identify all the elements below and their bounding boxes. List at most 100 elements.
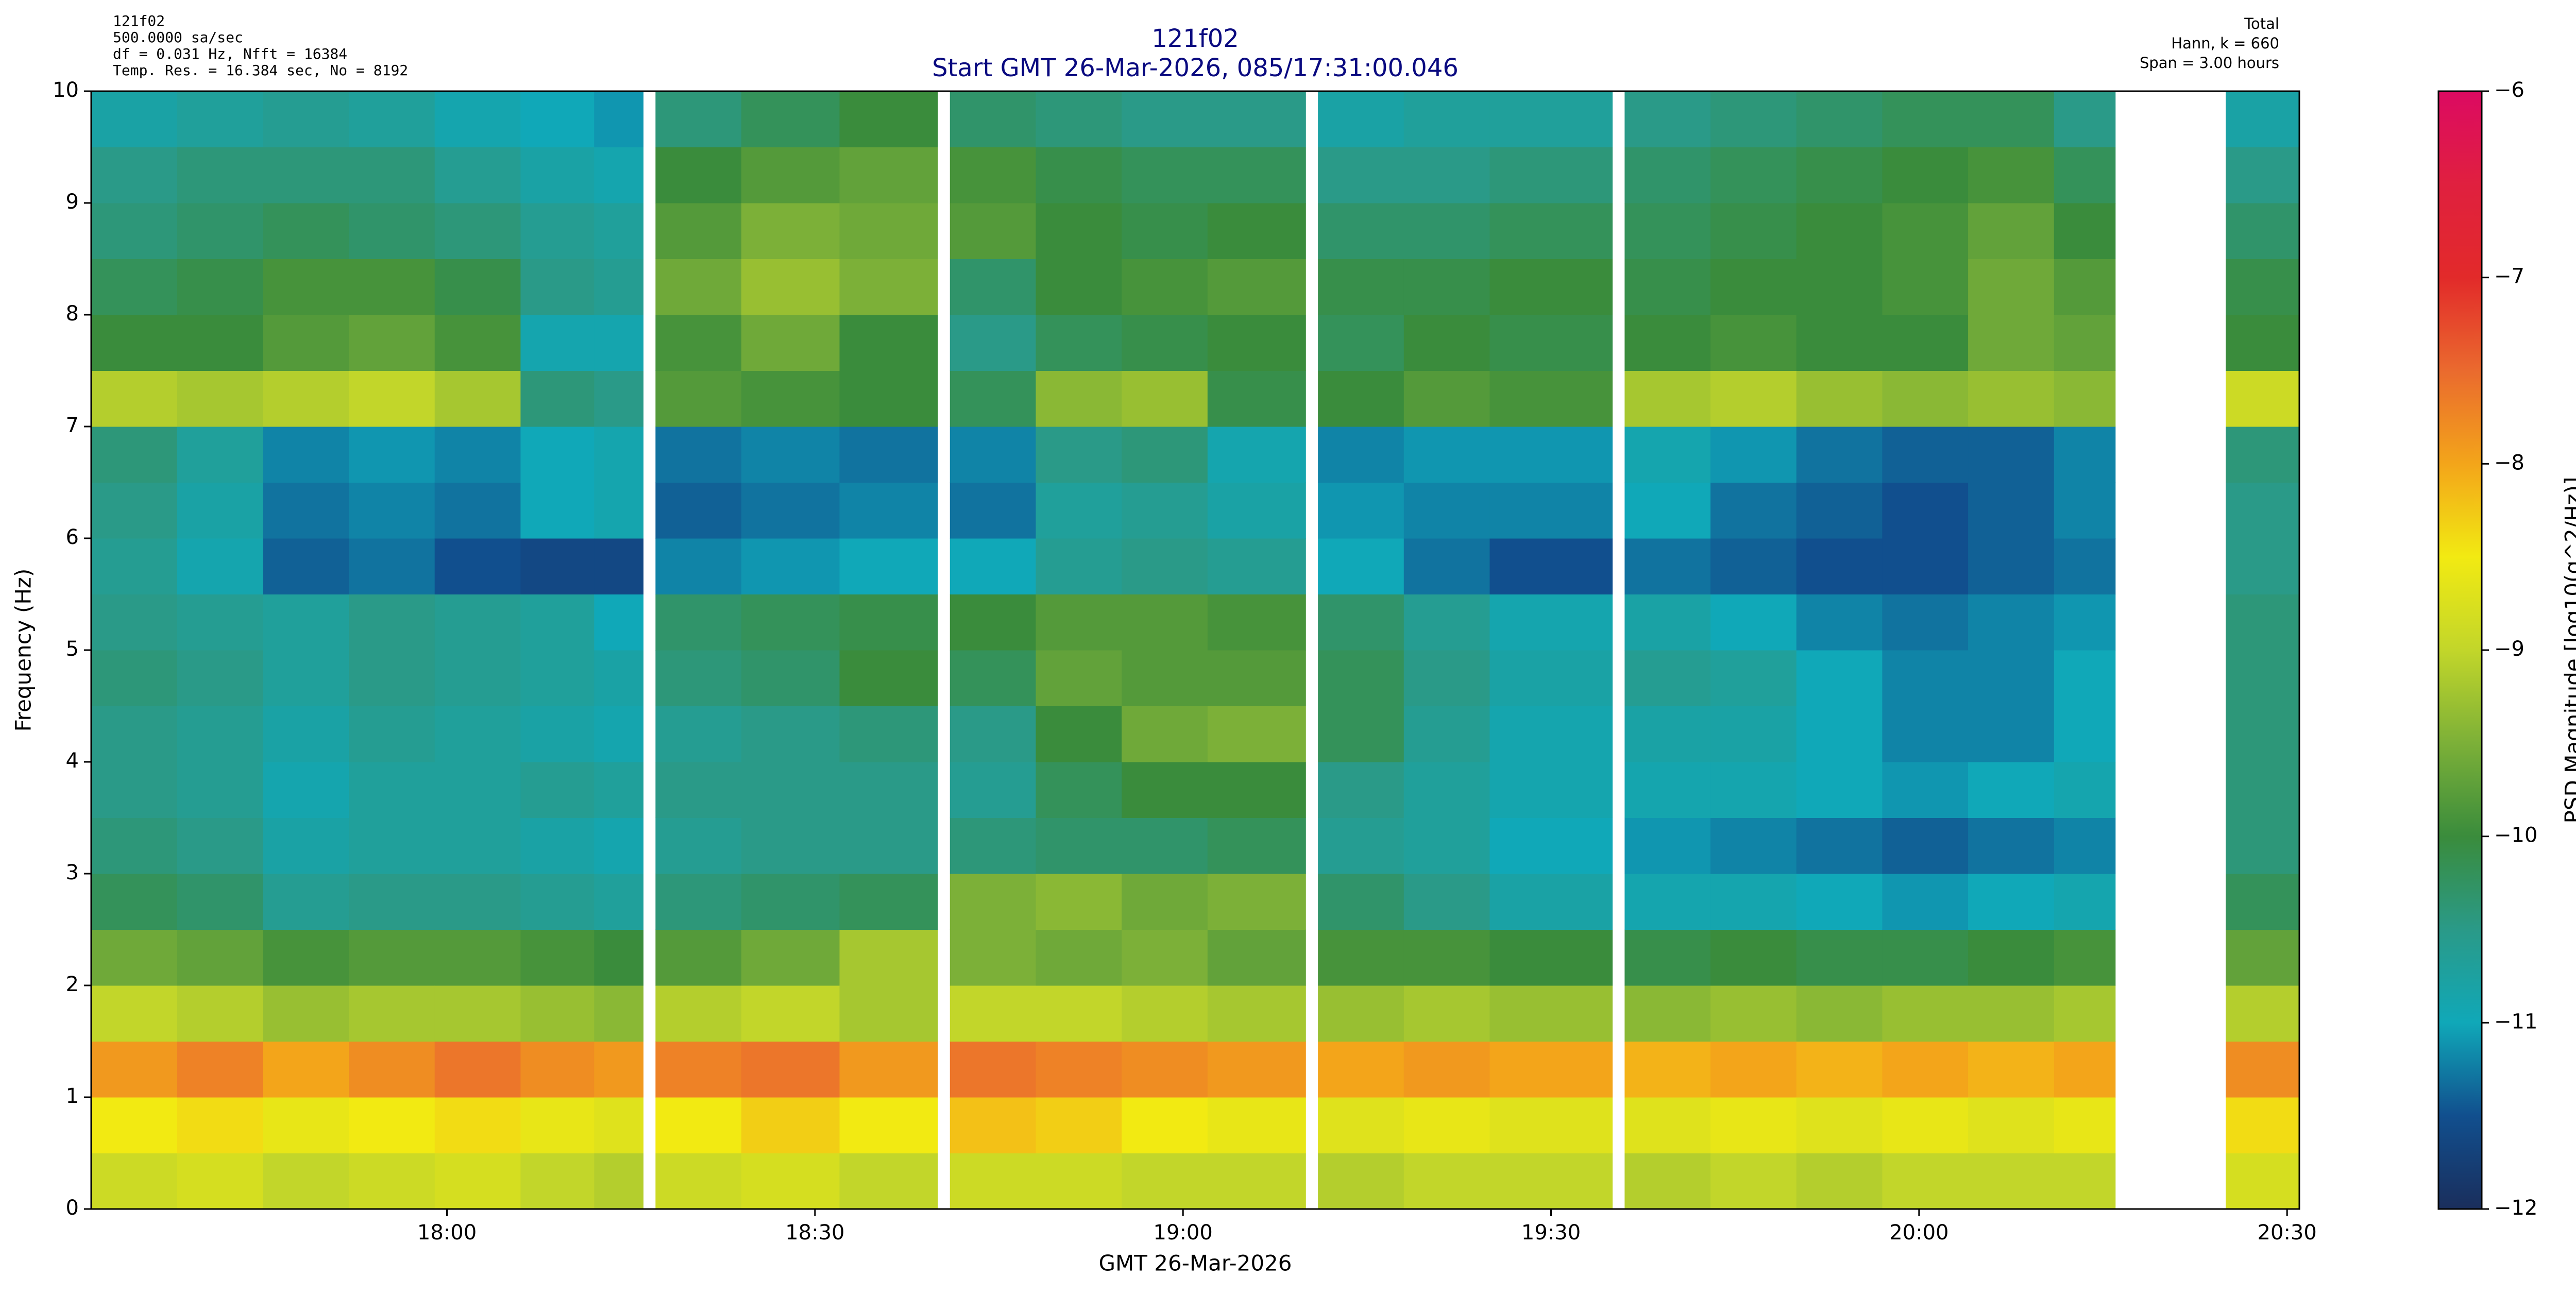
spectrogram-cell [177, 1097, 263, 1153]
spectrogram-cell [839, 1153, 938, 1210]
spectrogram-cell [1882, 594, 1969, 651]
spectrogram-cell [1207, 1153, 1306, 1210]
spectrogram-cell [1882, 1097, 1969, 1153]
spectrogram-cell [1710, 594, 1797, 651]
spectrogram-cell [177, 1153, 263, 1210]
spectrogram-cell [594, 706, 643, 762]
spectrogram-cell [1036, 482, 1122, 539]
spectrogram-cell [1796, 315, 1883, 371]
spectrogram-cell [1968, 259, 2055, 315]
spectrogram-cell [1489, 147, 1613, 203]
spectrogram-cell [1207, 818, 1306, 874]
spectrogram-cell [1796, 874, 1883, 930]
spectrogram-cell [177, 762, 263, 818]
spectrogram-cell [263, 929, 349, 986]
spectrogram-cell [1882, 203, 1969, 259]
spectrogram-cell [1122, 650, 1208, 706]
colorbar [2437, 90, 2483, 1210]
y-tick-label: 3 [66, 861, 79, 884]
spectrogram-cell [655, 874, 742, 930]
spectrogram-cell [1036, 594, 1122, 651]
spectrogram-cell [741, 818, 840, 874]
spectrogram-cell [1710, 427, 1797, 483]
colorbar-tick-label: −10 [2494, 824, 2537, 847]
spectrogram-cell [1796, 1041, 1883, 1098]
spectrogram-cell [1403, 706, 1490, 762]
spectrogram-cell [520, 538, 595, 594]
spectrogram-cell [1882, 762, 1969, 818]
spectrogram-cell [2054, 762, 2116, 818]
y-axis-label: Frequency (Hz) [11, 569, 36, 732]
spectrogram-cell [1403, 147, 1490, 203]
y-tick-label: 5 [66, 637, 79, 661]
spectrogram-cell [950, 985, 1036, 1042]
spectrogram-cell [2054, 147, 2116, 203]
spectrogram-cell [1036, 427, 1122, 483]
spectrogram-cell [520, 91, 595, 147]
spectrogram-cell [349, 259, 435, 315]
spectrogram-cell [1036, 1153, 1122, 1210]
spectrogram-cell [1318, 706, 1404, 762]
spectrogram-cell [1624, 427, 1711, 483]
spectrogram-cell [520, 985, 595, 1042]
spectrogram-cell [950, 818, 1036, 874]
spectrogram-cell [839, 538, 938, 594]
spectrogram-cell [1403, 538, 1490, 594]
spectrogram-cell [1624, 874, 1711, 930]
spectrogram-cell [1968, 1097, 2055, 1153]
info-text: Total [2244, 15, 2279, 32]
spectrogram-cell [349, 929, 435, 986]
spectrogram-cell [1710, 706, 1797, 762]
spectrogram-cell [594, 203, 643, 259]
spectrogram-cell [1207, 538, 1306, 594]
x-tick-label: 20:00 [1889, 1221, 1948, 1245]
spectrogram-cell [520, 594, 595, 651]
spectrogram-cell [91, 259, 178, 315]
spectrogram-cell [2054, 1041, 2116, 1098]
spectrogram-cell [1624, 985, 1711, 1042]
spectrogram-cell [349, 985, 435, 1042]
spectrogram-cell [839, 874, 938, 930]
spectrogram-cell [1624, 538, 1711, 594]
spectrogram [91, 91, 2300, 1210]
spectrogram-cell [2226, 315, 2300, 371]
spectrogram-cell [1968, 147, 2055, 203]
spectrogram-cell [1318, 929, 1404, 986]
spectrogram-cell [1882, 1153, 1969, 1210]
spectrogram-cell [655, 594, 742, 651]
spectrogram-cell [1624, 1097, 1711, 1153]
spectrogram-cell [1882, 427, 1969, 483]
spectrogram-cell [2054, 1097, 2116, 1153]
spectrogram-cell [1489, 91, 1613, 147]
spectrogram-cell [1403, 370, 1490, 427]
spectrogram-cell [1624, 1041, 1711, 1098]
y-tick-label: 8 [66, 302, 79, 326]
spectrogram-cell [520, 650, 595, 706]
spectrogram-cell [594, 482, 643, 539]
spectrogram-cell [1122, 538, 1208, 594]
y-tick-label: 1 [66, 1084, 79, 1108]
spectrogram-cell [263, 427, 349, 483]
spectrogram-cell [655, 818, 742, 874]
spectrogram-cell [263, 985, 349, 1042]
spectrogram-cell [1624, 370, 1711, 427]
spectrogram-cell [1122, 482, 1208, 539]
spectrogram-cell [2226, 203, 2300, 259]
spectrogram-cell [1624, 147, 1711, 203]
spectrogram-cell [91, 985, 178, 1042]
spectrogram-cell [1489, 538, 1613, 594]
y-tick-label: 0 [66, 1196, 79, 1220]
spectrogram-cell [1796, 203, 1883, 259]
y-tick-label: 4 [66, 749, 79, 773]
spectrogram-cell [1624, 762, 1711, 818]
spectrogram-cell [1403, 259, 1490, 315]
spectrogram-cell [950, 762, 1036, 818]
spectrogram-cell [1122, 985, 1208, 1042]
spectrogram-cell [1968, 874, 2055, 930]
spectrogram-cell [1796, 762, 1883, 818]
spectrogram-cell [349, 762, 435, 818]
spectrogram-cell [1318, 762, 1404, 818]
spectrogram-cell [2226, 874, 2300, 930]
spectrogram-cell [434, 1041, 521, 1098]
spectrogram-cell [1882, 1041, 1969, 1098]
